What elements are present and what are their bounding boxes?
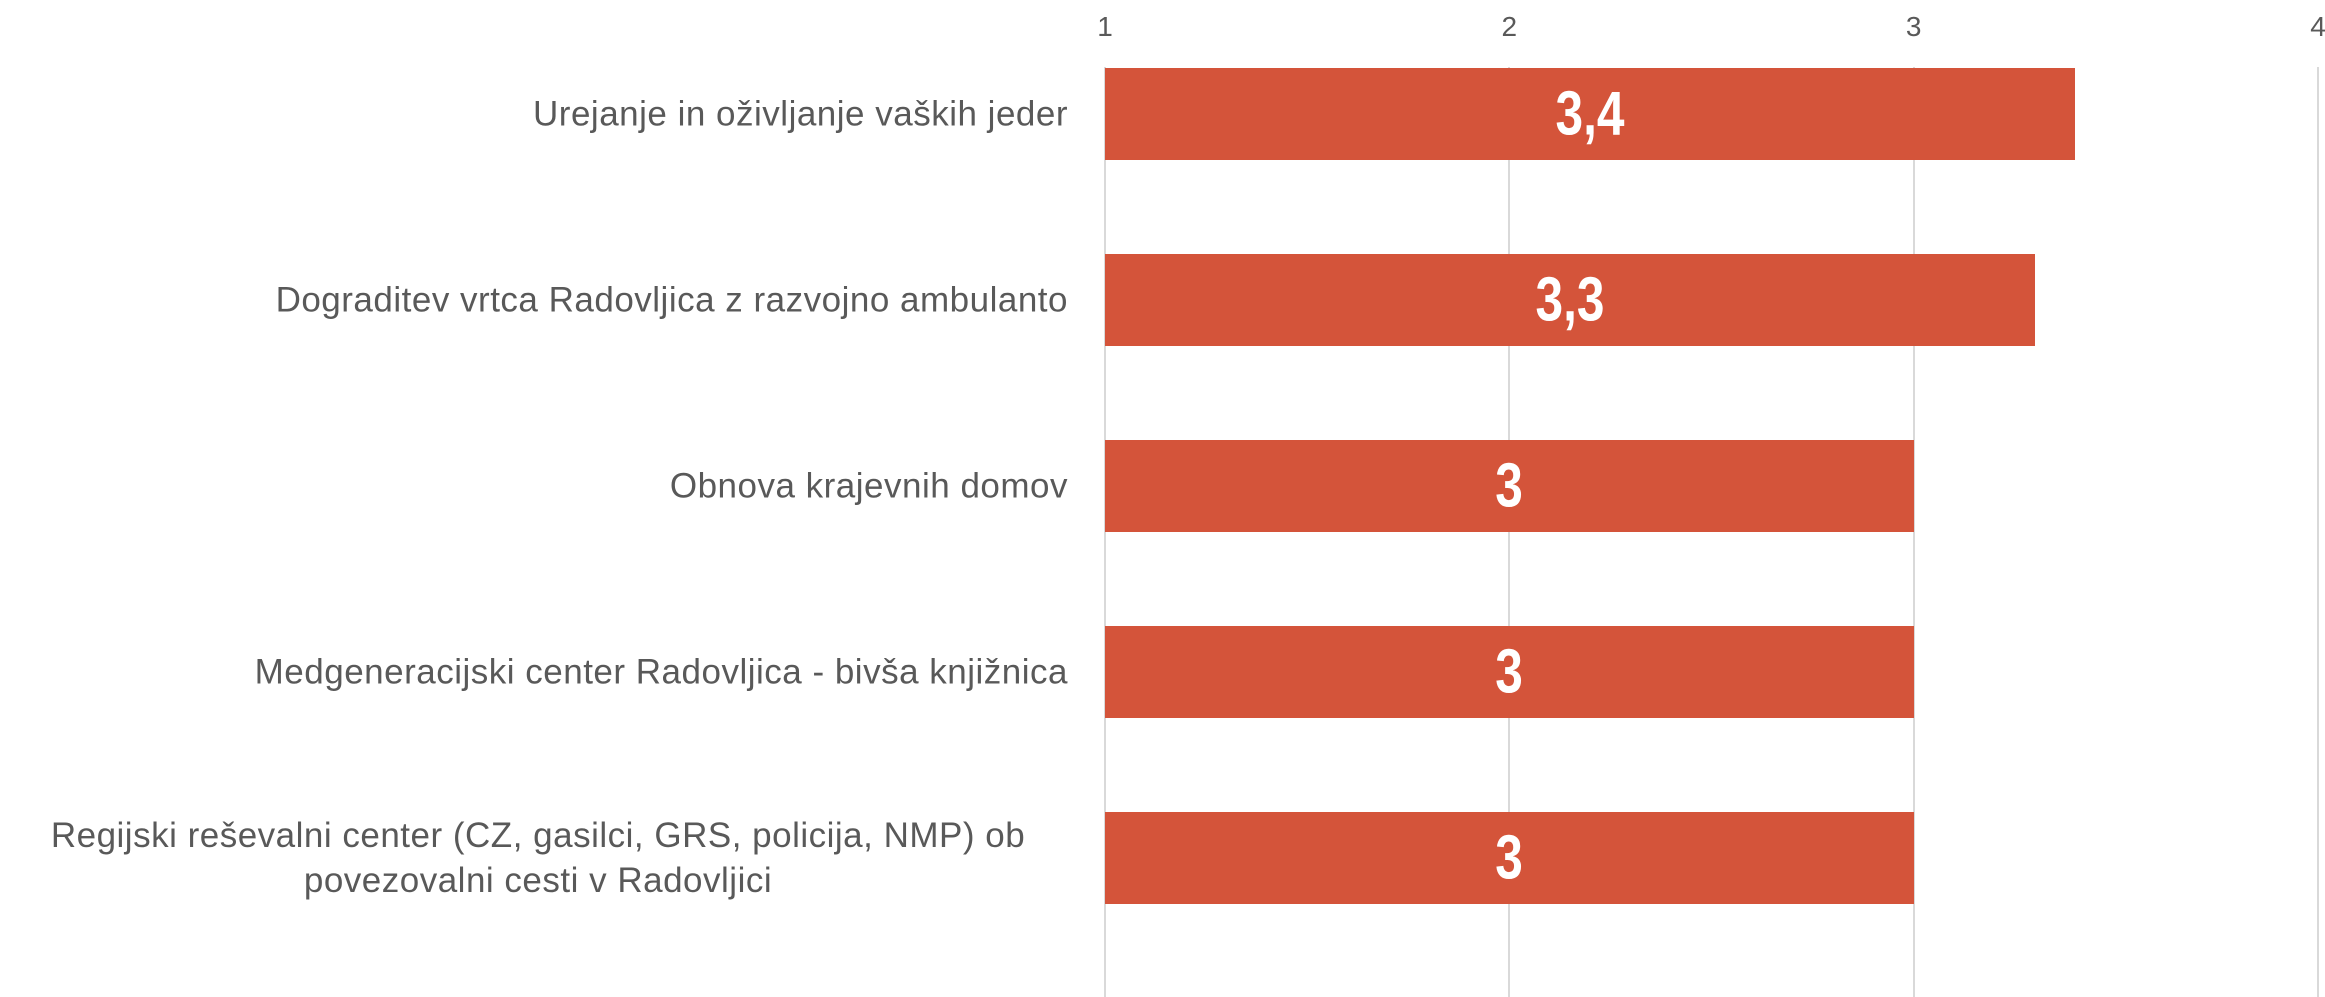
x-tick-label: 1 — [1097, 11, 1113, 42]
bar — [1105, 68, 2076, 160]
category-label: Dograditev vrtca Radovljica z razvojno a… — [275, 280, 1068, 320]
data-label: 3,4 — [1555, 79, 1625, 149]
category-label: Urejanje in oživljanje vaških jeder — [533, 94, 1068, 134]
x-tick-label: 2 — [1501, 11, 1518, 42]
grid-line — [1508, 67, 1511, 997]
bar — [1105, 440, 1914, 532]
data-label: 3 — [1495, 823, 1524, 893]
grid-line — [1912, 67, 1915, 997]
x-tick-label: 4 — [2310, 11, 2325, 42]
data-label: 3,3 — [1535, 265, 1605, 335]
bar — [1105, 812, 1914, 904]
data-label: 3 — [1495, 637, 1524, 707]
grid-line — [1104, 67, 1106, 997]
data-label: 3 — [1495, 451, 1524, 521]
bar — [1105, 254, 2035, 346]
grid-line — [2317, 67, 2319, 997]
category-label: Medgeneracijski center Radovljica - bivš… — [254, 652, 1068, 692]
category-label: Obnova krajevnih domov — [669, 466, 1068, 506]
x-tick-label: 3 — [1905, 11, 1922, 42]
bar — [1105, 626, 1914, 718]
category-label: Regijski reševalni center (CZ, gasilci, … — [50, 816, 1026, 900]
